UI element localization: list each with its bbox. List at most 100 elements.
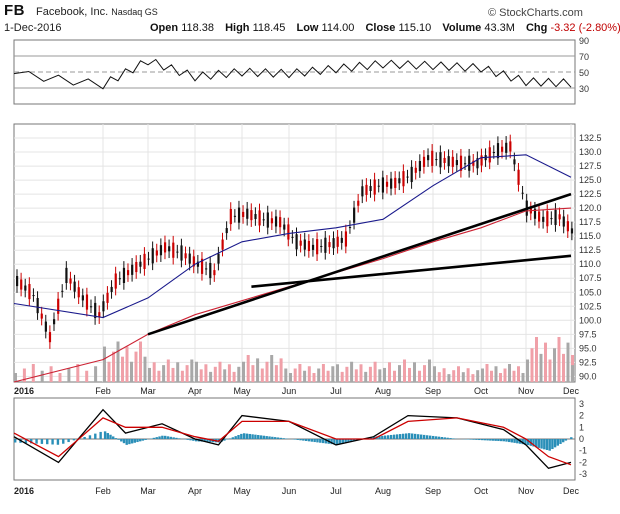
rsi-tick-label: 70 <box>579 52 589 62</box>
macd-histogram-bar <box>502 439 505 442</box>
price-tick-label: 110.0 <box>579 259 601 269</box>
macd-histogram-bar <box>537 439 541 448</box>
macd-histogram-bar <box>178 438 181 439</box>
volume-bar <box>307 366 311 382</box>
price-bar <box>52 319 56 325</box>
macd-histogram-bar <box>141 439 145 441</box>
macd-histogram-bar <box>316 439 319 443</box>
volume-bar <box>298 364 302 382</box>
macd-histogram-bar <box>128 439 131 445</box>
price-bar <box>546 211 549 227</box>
price-bar <box>480 155 483 166</box>
volume-bar <box>103 346 106 382</box>
macd-histogram-bar <box>553 439 557 448</box>
volume-bar <box>423 365 426 382</box>
price-x-label: Oct <box>474 386 489 396</box>
volume-bar <box>112 351 115 382</box>
volume-bar <box>557 337 561 382</box>
macd-histogram-bar <box>321 439 325 444</box>
volume-bar <box>284 368 288 382</box>
macd-histogram-bar <box>330 439 333 445</box>
volume-bar <box>350 361 354 382</box>
price-bar <box>324 237 327 253</box>
price-bar <box>501 146 504 152</box>
price-tick-label: 102.5 <box>579 301 602 311</box>
macd-histogram-bar <box>341 439 345 444</box>
volume-bar <box>354 369 358 382</box>
macd-panel: 3 21 0 -1-2 -3 2016 Feb Mar Apr May Jun Jul Aug Sep Oc… <box>13 397 587 496</box>
price-bar <box>176 251 179 253</box>
volume-bar <box>265 361 269 382</box>
price-bar <box>390 178 393 189</box>
price-bar <box>233 215 237 217</box>
volume-bar <box>359 364 363 382</box>
volume-bar <box>121 356 124 382</box>
macd-histogram-bar <box>114 438 118 439</box>
price-bar <box>562 216 565 227</box>
volume-bar <box>195 361 198 382</box>
macd-histogram-bar <box>94 433 97 439</box>
macd-histogram-bar <box>268 436 271 439</box>
price-bar <box>410 166 413 183</box>
rsi-panel: 90 70 50 30 <box>13 36 589 105</box>
price-bar <box>554 209 557 226</box>
volume-bar <box>388 362 391 382</box>
price-bar <box>328 242 331 248</box>
volume-bar <box>326 370 330 382</box>
volume-bar <box>22 368 26 382</box>
price-bar <box>85 294 89 310</box>
macd-tick-label: -3 <box>579 469 587 479</box>
price-bar <box>61 290 64 292</box>
price-bar <box>209 262 212 279</box>
macd-tick-label: 2 <box>579 411 584 421</box>
volume-bar <box>303 370 307 382</box>
price-bar <box>180 245 183 261</box>
volume-bar <box>548 359 552 382</box>
price-bar <box>443 157 446 163</box>
price-bar <box>353 207 356 223</box>
volume-bar <box>461 372 465 382</box>
price-frame <box>13 123 576 383</box>
price-bar <box>398 178 401 184</box>
price-bar <box>196 261 200 267</box>
macd-histogram-bar <box>299 439 302 441</box>
price-tick-label: 92.5 <box>579 357 597 367</box>
macd-histogram-bar <box>172 437 175 439</box>
price-bar <box>254 214 257 220</box>
price-x-label: Sep <box>425 386 441 396</box>
price-bar <box>143 253 146 269</box>
price-bar <box>69 278 72 284</box>
volume-bar <box>466 368 470 382</box>
price-bar <box>106 292 109 303</box>
volume-bar <box>171 367 175 382</box>
price-bar <box>73 281 76 292</box>
price-bar <box>213 270 216 276</box>
ticker-symbol: FB <box>4 2 25 19</box>
volume-bar <box>213 366 217 382</box>
macd-histogram-bar <box>117 439 120 440</box>
price-bar <box>242 211 245 217</box>
price-bar <box>447 156 450 167</box>
macd-histogram-bar <box>276 437 280 439</box>
macd-histogram-bar <box>163 435 167 439</box>
volume-bar <box>67 368 71 382</box>
price-x-label: Nov <box>518 386 535 396</box>
volume-bar <box>107 361 111 382</box>
volume-bar <box>499 373 502 382</box>
price-bar <box>496 143 500 159</box>
macd-histogram-bar <box>350 439 353 442</box>
macd-histogram-bar <box>483 439 487 441</box>
volume-bar <box>199 369 203 382</box>
volume-bar <box>76 364 80 382</box>
volume-bar <box>227 364 231 382</box>
volume-bar <box>571 365 574 382</box>
macd-histogram-bar <box>481 439 484 441</box>
macd-x-label: 2016 <box>14 486 34 496</box>
price-bar <box>40 313 43 319</box>
volume-bar <box>242 361 245 382</box>
volume-bar <box>237 366 241 382</box>
macd-histogram-bar <box>508 439 511 443</box>
volume-bar <box>246 355 250 382</box>
macd-histogram-bar <box>106 433 109 439</box>
macd-histogram-bar <box>223 439 226 441</box>
